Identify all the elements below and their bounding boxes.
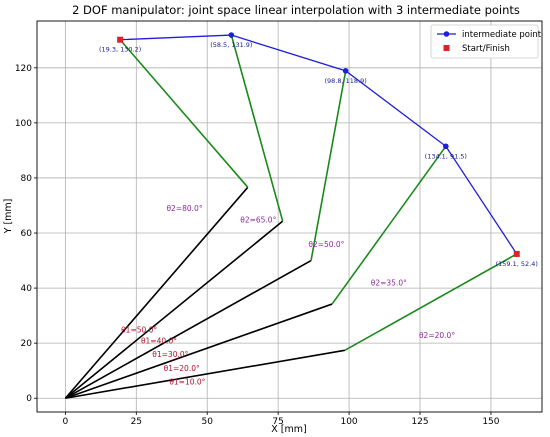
- y-tick-label: 100: [15, 119, 32, 129]
- x-tick-label: 150: [482, 417, 499, 427]
- theta2-label: θ2=80.0°: [166, 204, 202, 213]
- link-1-segment: [65, 349, 345, 400]
- legend-marker-intermediate: [443, 31, 450, 37]
- theta2-label: θ2=20.0°: [419, 331, 455, 340]
- x-tick-label: 0: [63, 417, 69, 427]
- link-1-segment: [65, 303, 333, 399]
- legend-box: [430, 24, 539, 59]
- manipulator-links: [64, 34, 518, 400]
- x-tick-label: 100: [340, 417, 357, 427]
- link-2-segment: [344, 253, 518, 352]
- theta2-label: θ2=35.0°: [371, 279, 407, 288]
- link-2-segment: [230, 34, 284, 222]
- chart-title: 2 DOF manipulator: joint space linear in…: [72, 3, 520, 17]
- grid-lines: [37, 21, 542, 412]
- theta1-label: θ1=30.0°: [152, 350, 188, 359]
- endpoint-coordinate-label: (98.8, 118.9): [325, 77, 367, 85]
- y-tick-label: 40: [21, 284, 33, 294]
- legend: intermediate point Start/Finish: [430, 24, 542, 59]
- legend-marker-start-finish: [443, 45, 450, 51]
- theta2-label: θ2=50.0°: [308, 240, 344, 249]
- annotation-labels: (159.1, 52.4) θ1=10.0° θ2=20.0° (134.1, 91.…: [99, 41, 538, 387]
- endpoint-coordinate-label: (134.1, 91.5): [425, 152, 467, 160]
- end-effector-path: [117, 32, 520, 257]
- theta1-label: θ1=20.0°: [164, 364, 200, 373]
- x-axis-label: X [mm]: [271, 424, 306, 435]
- link-2-segment: [310, 70, 347, 261]
- link-2-segment: [331, 145, 447, 305]
- start-finish-marker: [117, 36, 124, 43]
- axis-ticks: 0 25 50 75 100 125 150 0 20 40 60 80 100 120: [15, 64, 500, 427]
- x-tick-label: 125: [411, 417, 428, 427]
- y-tick-label: 60: [21, 229, 33, 239]
- y-tick-label: 0: [26, 394, 32, 404]
- x-tick-label: 75: [272, 417, 283, 427]
- theta1-label: θ1=50.0°: [121, 325, 157, 334]
- link-1-segment: [64, 220, 284, 399]
- link-2-segment: [119, 39, 249, 188]
- theta1-label: θ1=10.0°: [169, 378, 205, 387]
- link-1-segment: [64, 259, 312, 399]
- y-tick-label: 120: [15, 64, 32, 74]
- plot-frame: [36, 20, 543, 413]
- theta1-label: θ1=40.0°: [141, 336, 177, 345]
- link-1-segment: [64, 186, 249, 399]
- intermediate-point-marker: [342, 68, 349, 74]
- legend-label-intermediate: intermediate point: [462, 30, 542, 40]
- y-tick-label: 80: [21, 174, 33, 184]
- endpoint-coordinate-label: (19.3, 130.2): [99, 46, 141, 54]
- start-finish-marker: [513, 250, 520, 257]
- y-axis-label: Y [mm]: [3, 199, 14, 235]
- x-tick-label: 50: [201, 417, 213, 427]
- intermediate-point-marker: [228, 32, 235, 38]
- intermediate-point-marker: [443, 143, 449, 150]
- endpoint-coordinate-label: (159.1, 52.4): [496, 260, 538, 268]
- x-tick-label: 25: [131, 417, 142, 427]
- endpoint-coordinate-label: (58.5, 131.9): [210, 41, 252, 49]
- legend-label-start-finish: Start/Finish: [462, 44, 510, 54]
- theta2-label: θ2=65.0°: [240, 215, 276, 224]
- y-tick-label: 20: [21, 339, 33, 349]
